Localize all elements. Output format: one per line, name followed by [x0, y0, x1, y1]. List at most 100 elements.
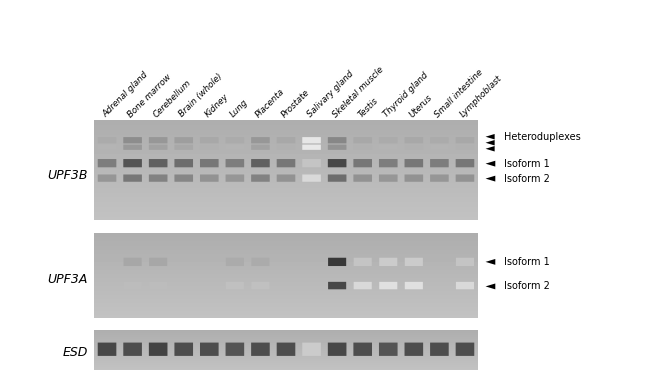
FancyBboxPatch shape	[277, 159, 295, 167]
FancyBboxPatch shape	[226, 137, 244, 143]
FancyBboxPatch shape	[354, 282, 372, 289]
FancyBboxPatch shape	[277, 174, 295, 182]
FancyBboxPatch shape	[456, 258, 474, 266]
FancyBboxPatch shape	[149, 174, 168, 182]
FancyBboxPatch shape	[124, 174, 142, 182]
FancyBboxPatch shape	[149, 159, 168, 167]
FancyBboxPatch shape	[174, 137, 193, 143]
FancyBboxPatch shape	[251, 159, 270, 167]
FancyBboxPatch shape	[174, 174, 193, 182]
FancyBboxPatch shape	[200, 343, 218, 356]
FancyBboxPatch shape	[226, 159, 244, 167]
FancyBboxPatch shape	[328, 258, 346, 266]
Text: ESD: ESD	[62, 346, 88, 359]
FancyBboxPatch shape	[404, 137, 423, 143]
Text: Kidney: Kidney	[203, 92, 230, 119]
FancyBboxPatch shape	[200, 145, 218, 150]
FancyBboxPatch shape	[124, 145, 142, 150]
FancyBboxPatch shape	[149, 137, 168, 143]
Text: Isoform 2: Isoform 2	[504, 174, 550, 183]
FancyBboxPatch shape	[354, 258, 372, 266]
FancyBboxPatch shape	[328, 343, 346, 356]
FancyBboxPatch shape	[200, 137, 218, 143]
FancyBboxPatch shape	[98, 159, 116, 167]
Text: Isoform 2: Isoform 2	[504, 281, 550, 291]
FancyBboxPatch shape	[430, 145, 448, 150]
Text: Adrenal gland: Adrenal gland	[101, 70, 150, 119]
FancyBboxPatch shape	[404, 159, 423, 167]
FancyBboxPatch shape	[302, 159, 321, 167]
FancyBboxPatch shape	[174, 159, 193, 167]
FancyBboxPatch shape	[328, 145, 346, 150]
Text: Placenta: Placenta	[254, 86, 287, 119]
Text: Brain (whole): Brain (whole)	[177, 72, 224, 119]
FancyBboxPatch shape	[149, 145, 168, 150]
FancyBboxPatch shape	[226, 343, 244, 356]
FancyBboxPatch shape	[430, 159, 448, 167]
FancyBboxPatch shape	[302, 174, 321, 182]
Text: Thyroid gland: Thyroid gland	[382, 71, 430, 119]
Text: Testis: Testis	[356, 96, 380, 119]
FancyBboxPatch shape	[149, 282, 167, 289]
FancyBboxPatch shape	[124, 137, 142, 143]
FancyBboxPatch shape	[379, 174, 398, 182]
FancyBboxPatch shape	[354, 159, 372, 167]
FancyBboxPatch shape	[251, 137, 270, 143]
FancyBboxPatch shape	[124, 343, 142, 356]
FancyBboxPatch shape	[277, 145, 295, 150]
FancyBboxPatch shape	[328, 174, 346, 182]
FancyBboxPatch shape	[124, 258, 142, 266]
FancyBboxPatch shape	[456, 145, 474, 150]
FancyBboxPatch shape	[404, 343, 423, 356]
FancyBboxPatch shape	[98, 145, 116, 150]
FancyBboxPatch shape	[354, 343, 372, 356]
Text: Uterus: Uterus	[408, 92, 434, 119]
FancyBboxPatch shape	[98, 137, 116, 143]
FancyBboxPatch shape	[302, 145, 321, 150]
Text: Skeletal muscle: Skeletal muscle	[331, 65, 385, 119]
Text: Isoform 1: Isoform 1	[504, 159, 549, 169]
FancyBboxPatch shape	[174, 145, 193, 150]
FancyBboxPatch shape	[379, 145, 398, 150]
FancyBboxPatch shape	[379, 282, 397, 289]
FancyBboxPatch shape	[354, 137, 372, 143]
FancyBboxPatch shape	[251, 145, 270, 150]
FancyBboxPatch shape	[456, 174, 474, 182]
FancyBboxPatch shape	[226, 145, 244, 150]
FancyBboxPatch shape	[379, 159, 398, 167]
Text: Salivary gland: Salivary gland	[306, 69, 355, 119]
FancyBboxPatch shape	[456, 282, 474, 289]
FancyBboxPatch shape	[200, 159, 218, 167]
FancyBboxPatch shape	[98, 343, 116, 356]
FancyBboxPatch shape	[226, 174, 244, 182]
FancyBboxPatch shape	[149, 258, 167, 266]
FancyBboxPatch shape	[405, 282, 423, 289]
FancyBboxPatch shape	[124, 159, 142, 167]
FancyBboxPatch shape	[149, 343, 168, 356]
FancyBboxPatch shape	[98, 174, 116, 182]
FancyBboxPatch shape	[277, 137, 295, 143]
FancyBboxPatch shape	[379, 258, 397, 266]
FancyBboxPatch shape	[379, 137, 398, 143]
FancyBboxPatch shape	[405, 258, 423, 266]
FancyBboxPatch shape	[226, 282, 244, 289]
FancyBboxPatch shape	[430, 343, 448, 356]
FancyBboxPatch shape	[430, 174, 448, 182]
FancyBboxPatch shape	[226, 258, 244, 266]
Text: Small intestine: Small intestine	[433, 67, 485, 119]
Text: Heteroduplexes: Heteroduplexes	[504, 132, 580, 142]
FancyBboxPatch shape	[430, 137, 448, 143]
FancyBboxPatch shape	[354, 174, 372, 182]
Text: Cerebellum: Cerebellum	[152, 78, 193, 119]
FancyBboxPatch shape	[328, 159, 346, 167]
FancyBboxPatch shape	[328, 137, 346, 143]
FancyBboxPatch shape	[456, 343, 474, 356]
Text: Prostate: Prostate	[280, 88, 311, 119]
Text: UPF3B: UPF3B	[47, 168, 88, 182]
FancyBboxPatch shape	[302, 137, 321, 143]
FancyBboxPatch shape	[354, 145, 372, 150]
FancyBboxPatch shape	[252, 258, 270, 266]
FancyBboxPatch shape	[456, 159, 474, 167]
FancyBboxPatch shape	[379, 343, 398, 356]
FancyBboxPatch shape	[302, 343, 321, 356]
